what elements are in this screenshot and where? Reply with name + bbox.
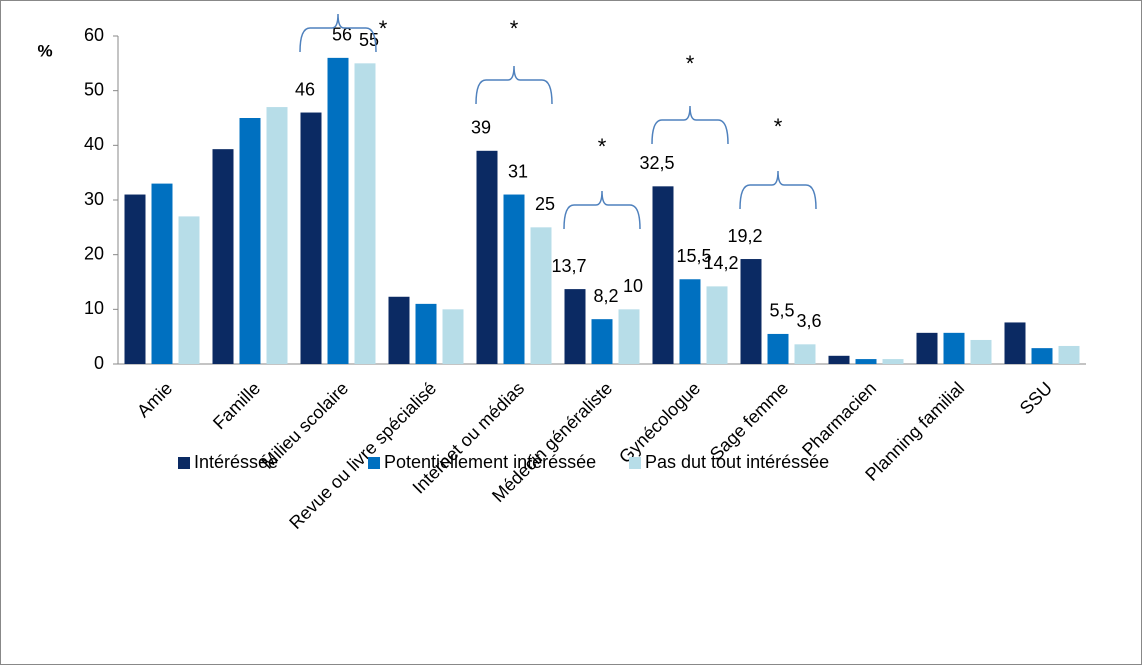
data-label: 15,5: [676, 246, 711, 266]
bar: [679, 279, 701, 364]
bar: [794, 344, 816, 364]
brace: [739, 170, 817, 210]
bar: [388, 296, 410, 364]
data-label: 8,2: [593, 286, 618, 306]
legend-label: Potentiellement intéréssée: [384, 452, 596, 472]
annotation: *: [686, 51, 695, 76]
data-label: 13,7: [551, 256, 586, 276]
y-axis-label: %: [37, 41, 52, 60]
bar: [916, 332, 938, 364]
bar: [239, 118, 261, 364]
bar: [151, 183, 173, 364]
data-label: 14,2: [703, 253, 738, 273]
bar: [828, 355, 850, 364]
bar: [767, 333, 789, 364]
data-label: 46: [295, 79, 315, 99]
bar: [882, 359, 904, 364]
bar: [476, 150, 498, 364]
bar: [591, 319, 613, 364]
brace: [475, 65, 553, 105]
y-tick-label: 10: [84, 298, 104, 318]
legend-label: Pas dut tout intéréssée: [645, 452, 829, 472]
bar: [300, 112, 322, 365]
brace: [299, 13, 377, 53]
legend-swatch: [178, 457, 190, 469]
data-label: 56: [332, 25, 352, 45]
bar: [943, 332, 965, 364]
bar: [740, 259, 762, 364]
annotation: *: [510, 16, 519, 41]
bar: [618, 309, 640, 364]
y-tick-label: 0: [94, 353, 104, 373]
data-label: 31: [508, 161, 528, 181]
y-tick-label: 40: [84, 134, 104, 154]
data-label: 32,5: [639, 153, 674, 173]
annotation: *: [379, 16, 388, 41]
annotation: *: [598, 134, 607, 159]
legend-label: Intéréssée: [194, 452, 278, 472]
bar: [1031, 348, 1053, 364]
annotation: *: [774, 114, 783, 139]
bar: [970, 339, 992, 364]
legend-swatch: [368, 457, 380, 469]
y-tick-label: 60: [84, 25, 104, 45]
y-tick-label: 50: [84, 79, 104, 99]
data-label: 19,2: [727, 226, 762, 246]
bar: [530, 227, 552, 364]
data-label: 39: [471, 118, 491, 138]
y-tick-label: 20: [84, 243, 104, 263]
bar: [1058, 345, 1080, 364]
bar: [178, 216, 200, 364]
bar: [415, 303, 437, 364]
bar: [327, 57, 349, 364]
bar: [564, 289, 586, 364]
data-label: 3,6: [796, 311, 821, 331]
data-label: 25: [535, 194, 555, 214]
bar: [266, 107, 288, 365]
bar: [855, 359, 877, 364]
brace: [651, 105, 729, 145]
data-label: 10: [623, 276, 643, 296]
bar: [212, 149, 234, 364]
bar: [442, 309, 464, 364]
bar: [354, 63, 376, 364]
bar: [706, 286, 728, 364]
y-tick-label: 30: [84, 189, 104, 209]
brace: [563, 190, 641, 230]
bar: [503, 194, 525, 364]
bar: [124, 194, 146, 364]
bar: [652, 186, 674, 364]
legend-swatch: [629, 457, 641, 469]
bar: [1004, 322, 1026, 364]
data-label: 5,5: [769, 301, 794, 321]
